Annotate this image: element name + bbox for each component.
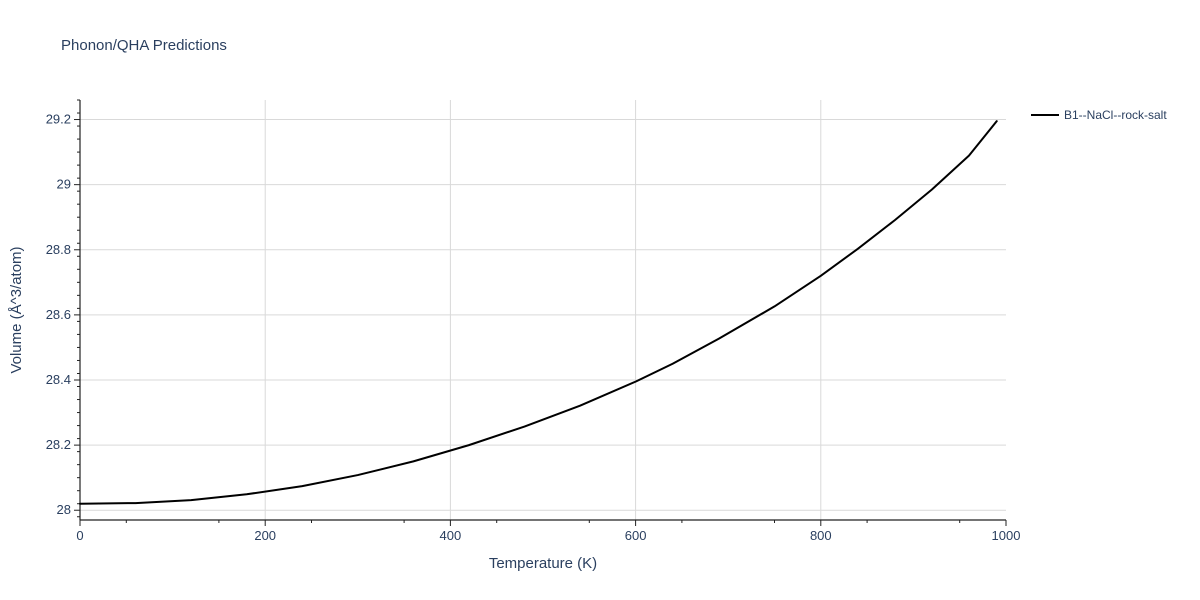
x-tick-label: 0	[76, 528, 83, 543]
y-tick-label: 29	[57, 177, 71, 192]
series-line-b1-nacl-rock-salt[interactable]	[79, 120, 998, 505]
x-tick-label: 400	[440, 528, 462, 543]
y-tick-label: 28.2	[46, 437, 71, 452]
x-tick-label: 200	[254, 528, 276, 543]
chart-title: Phonon/QHA Predictions	[61, 37, 227, 54]
x-axis-title: Temperature (K)	[489, 555, 597, 572]
series-layer	[79, 120, 998, 505]
axes: 0 200 400 600 800 1000 28 28.2 28.4 28.6 28.8 29 29.…	[46, 99, 1021, 543]
y-tick-label: 29.2	[46, 112, 71, 127]
y-tick-label: 28.6	[46, 307, 71, 322]
legend-label-b1-nacl-rock-salt: B1--NaCl--rock-salt	[1064, 108, 1167, 122]
legend[interactable]: B1--NaCl--rock-salt	[1031, 108, 1167, 122]
x-tick-label: 600	[625, 528, 647, 543]
x-tick-label: 1000	[992, 528, 1021, 543]
y-axis-title: Volume (Å^3/atom)	[8, 246, 25, 373]
grid	[80, 100, 1006, 520]
y-tick-label: 28.8	[46, 242, 71, 257]
y-tick-label: 28.4	[46, 372, 71, 387]
y-tick-label: 28	[57, 502, 71, 517]
x-tick-label: 800	[810, 528, 832, 543]
